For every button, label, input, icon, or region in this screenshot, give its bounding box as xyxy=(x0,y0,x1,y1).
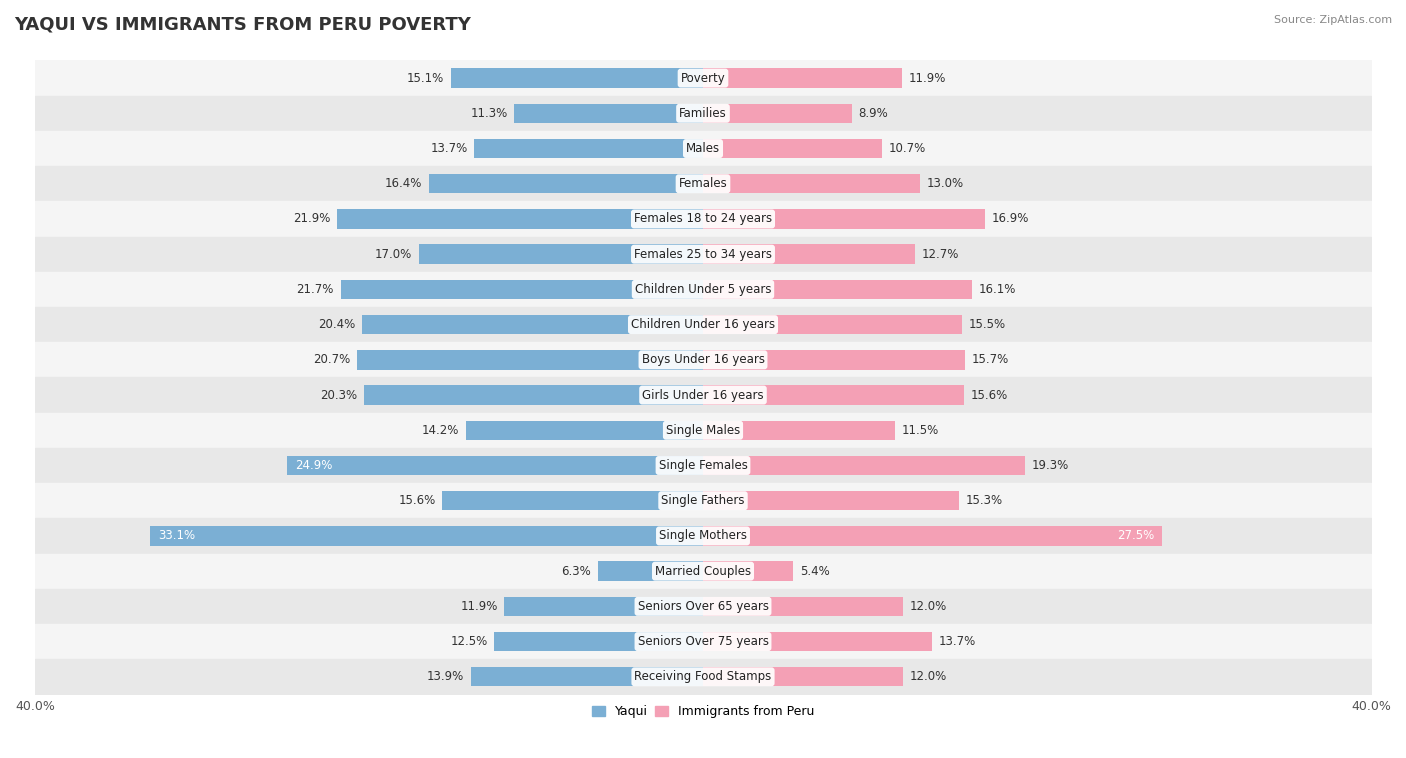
Text: Males: Males xyxy=(686,142,720,155)
Text: 12.5%: 12.5% xyxy=(450,635,488,648)
Text: Females: Females xyxy=(679,177,727,190)
Text: Children Under 16 years: Children Under 16 years xyxy=(631,318,775,331)
Bar xyxy=(703,562,793,581)
Text: 15.6%: 15.6% xyxy=(970,389,1008,402)
Bar xyxy=(363,315,703,334)
Bar xyxy=(703,350,965,369)
Bar xyxy=(495,632,703,651)
Text: 17.0%: 17.0% xyxy=(375,248,412,261)
Bar xyxy=(465,421,703,440)
Bar xyxy=(703,526,1163,546)
Text: 15.3%: 15.3% xyxy=(965,494,1002,507)
Bar xyxy=(598,562,703,581)
Bar xyxy=(703,632,932,651)
Bar xyxy=(703,491,959,510)
Text: 16.4%: 16.4% xyxy=(385,177,422,190)
Text: Single Fathers: Single Fathers xyxy=(661,494,745,507)
Text: 16.1%: 16.1% xyxy=(979,283,1017,296)
Text: 21.9%: 21.9% xyxy=(294,212,330,225)
Bar xyxy=(703,174,920,193)
Bar xyxy=(443,491,703,510)
Bar xyxy=(703,209,986,229)
Text: Seniors Over 65 years: Seniors Over 65 years xyxy=(637,600,769,613)
Text: Source: ZipAtlas.com: Source: ZipAtlas.com xyxy=(1274,15,1392,25)
Text: 13.7%: 13.7% xyxy=(938,635,976,648)
Text: 11.3%: 11.3% xyxy=(471,107,508,120)
Text: 5.4%: 5.4% xyxy=(800,565,830,578)
Bar xyxy=(703,139,882,158)
Text: 21.7%: 21.7% xyxy=(297,283,333,296)
Bar xyxy=(703,280,972,299)
Text: 15.6%: 15.6% xyxy=(398,494,436,507)
Bar xyxy=(703,421,896,440)
Text: 15.5%: 15.5% xyxy=(969,318,1005,331)
Text: 12.7%: 12.7% xyxy=(922,248,959,261)
Bar xyxy=(515,104,703,123)
Text: 11.9%: 11.9% xyxy=(460,600,498,613)
Bar xyxy=(474,139,703,158)
Bar xyxy=(287,456,703,475)
Text: 27.5%: 27.5% xyxy=(1116,529,1154,543)
Text: Single Mothers: Single Mothers xyxy=(659,529,747,543)
Bar xyxy=(419,245,703,264)
Text: Families: Families xyxy=(679,107,727,120)
Bar xyxy=(703,597,904,616)
Bar xyxy=(340,280,703,299)
Text: Single Males: Single Males xyxy=(666,424,740,437)
Text: 20.4%: 20.4% xyxy=(318,318,356,331)
Text: 19.3%: 19.3% xyxy=(1032,459,1070,472)
Text: Children Under 5 years: Children Under 5 years xyxy=(634,283,772,296)
Text: Receiving Food Stamps: Receiving Food Stamps xyxy=(634,670,772,683)
Text: Married Couples: Married Couples xyxy=(655,565,751,578)
Text: 13.7%: 13.7% xyxy=(430,142,468,155)
Bar xyxy=(429,174,703,193)
Text: 11.9%: 11.9% xyxy=(908,71,946,85)
Bar xyxy=(337,209,703,229)
Bar xyxy=(703,104,852,123)
Bar xyxy=(471,667,703,687)
Bar xyxy=(703,667,904,687)
Bar xyxy=(451,68,703,88)
Text: 8.9%: 8.9% xyxy=(858,107,889,120)
Text: 14.2%: 14.2% xyxy=(422,424,460,437)
Text: 11.5%: 11.5% xyxy=(901,424,939,437)
Text: Females 25 to 34 years: Females 25 to 34 years xyxy=(634,248,772,261)
Text: Poverty: Poverty xyxy=(681,71,725,85)
Bar xyxy=(357,350,703,369)
Bar xyxy=(703,245,915,264)
Text: 12.0%: 12.0% xyxy=(910,670,948,683)
Text: Seniors Over 75 years: Seniors Over 75 years xyxy=(637,635,769,648)
Text: 24.9%: 24.9% xyxy=(295,459,333,472)
Text: 6.3%: 6.3% xyxy=(561,565,591,578)
Text: 15.7%: 15.7% xyxy=(972,353,1010,366)
Text: 10.7%: 10.7% xyxy=(889,142,925,155)
Text: 33.1%: 33.1% xyxy=(159,529,195,543)
Text: Girls Under 16 years: Girls Under 16 years xyxy=(643,389,763,402)
Bar xyxy=(703,315,962,334)
Text: 20.7%: 20.7% xyxy=(314,353,350,366)
Text: 12.0%: 12.0% xyxy=(910,600,948,613)
Text: 16.9%: 16.9% xyxy=(993,212,1029,225)
Bar xyxy=(703,68,901,88)
Bar xyxy=(505,597,703,616)
Text: 13.9%: 13.9% xyxy=(427,670,464,683)
Bar xyxy=(703,456,1025,475)
Text: 15.1%: 15.1% xyxy=(406,71,444,85)
Legend: Yaqui, Immigrants from Peru: Yaqui, Immigrants from Peru xyxy=(588,700,818,723)
Bar xyxy=(364,385,703,405)
Text: 13.0%: 13.0% xyxy=(927,177,965,190)
Text: Boys Under 16 years: Boys Under 16 years xyxy=(641,353,765,366)
Text: 20.3%: 20.3% xyxy=(321,389,357,402)
Bar xyxy=(150,526,703,546)
Text: Females 18 to 24 years: Females 18 to 24 years xyxy=(634,212,772,225)
Text: Single Females: Single Females xyxy=(658,459,748,472)
Text: YAQUI VS IMMIGRANTS FROM PERU POVERTY: YAQUI VS IMMIGRANTS FROM PERU POVERTY xyxy=(14,15,471,33)
Bar xyxy=(703,385,963,405)
